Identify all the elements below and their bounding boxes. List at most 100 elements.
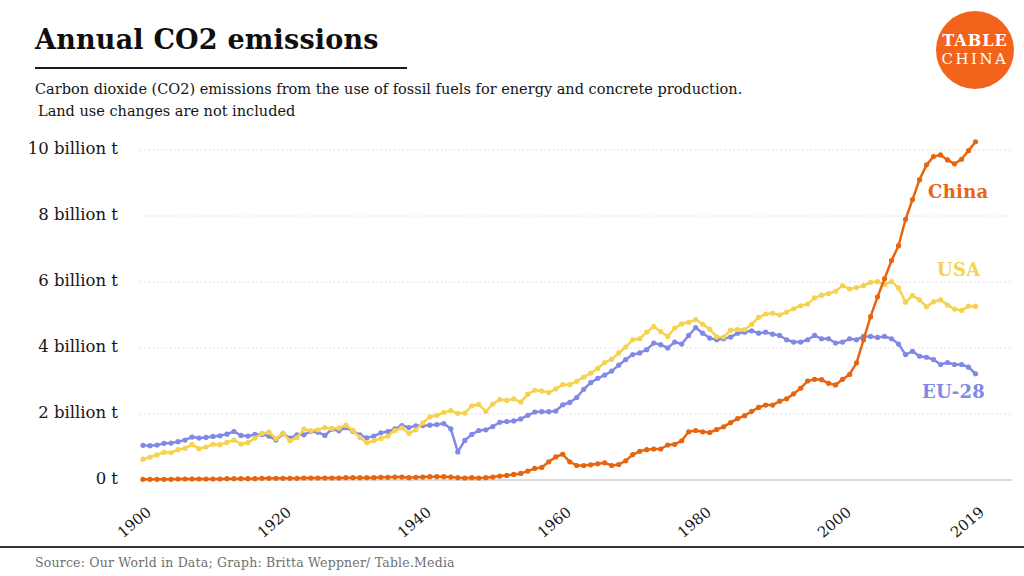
marker-USA — [294, 435, 299, 440]
marker-USA — [448, 408, 453, 413]
marker-USA — [231, 437, 236, 442]
marker-China — [217, 476, 222, 481]
marker-China — [910, 197, 915, 202]
marker-USA — [392, 428, 397, 433]
plot-canvas — [0, 0, 1024, 576]
marker-USA — [735, 327, 740, 332]
marker-EU-28 — [938, 362, 943, 367]
marker-EU-28 — [469, 432, 474, 437]
marker-USA — [602, 360, 607, 365]
marker-China — [308, 475, 313, 480]
marker-USA — [910, 293, 915, 298]
marker-USA — [343, 423, 348, 428]
marker-EU-28 — [210, 434, 215, 439]
marker-EU-28 — [700, 331, 705, 336]
marker-EU-28 — [812, 333, 817, 338]
marker-USA — [539, 388, 544, 393]
marker-China — [189, 476, 194, 481]
marker-EU-28 — [952, 362, 957, 367]
marker-USA — [210, 442, 215, 447]
marker-China — [462, 475, 467, 480]
marker-China — [280, 476, 285, 481]
source-credit: Source: Our World in Data; Graph: Britta… — [35, 555, 455, 570]
marker-China — [168, 477, 173, 482]
marker-EU-28 — [868, 334, 873, 339]
marker-China — [154, 477, 159, 482]
marker-EU-28 — [532, 409, 537, 414]
marker-USA — [924, 304, 929, 309]
marker-USA — [665, 334, 670, 339]
marker-China — [777, 399, 782, 404]
marker-China — [147, 477, 152, 482]
marker-USA — [350, 428, 355, 433]
marker-EU-28 — [679, 341, 684, 346]
marker-China — [378, 475, 383, 480]
marker-EU-28 — [364, 435, 369, 440]
marker-USA — [420, 420, 425, 425]
marker-EU-28 — [777, 333, 782, 338]
marker-China — [224, 476, 229, 481]
marker-China — [469, 475, 474, 480]
marker-USA — [973, 304, 978, 309]
marker-EU-28 — [644, 347, 649, 352]
marker-USA — [553, 386, 558, 391]
marker-China — [413, 475, 418, 480]
marker-China — [812, 377, 817, 382]
marker-EU-28 — [616, 363, 621, 368]
marker-EU-28 — [371, 434, 376, 439]
marker-EU-28 — [595, 376, 600, 381]
marker-USA — [336, 426, 341, 431]
marker-USA — [700, 322, 705, 327]
marker-EU-28 — [245, 434, 250, 439]
marker-EU-28 — [434, 422, 439, 427]
marker-USA — [385, 434, 390, 439]
marker-China — [840, 377, 845, 382]
marker-EU-28 — [693, 325, 698, 330]
marker-USA — [756, 315, 761, 320]
marker-USA — [854, 285, 859, 290]
marker-EU-28 — [728, 335, 733, 340]
marker-EU-28 — [574, 395, 579, 400]
marker-USA — [504, 398, 509, 403]
marker-EU-28 — [854, 337, 859, 342]
marker-USA — [490, 402, 495, 407]
marker-China — [441, 474, 446, 479]
marker-USA — [511, 396, 516, 401]
marker-USA — [483, 409, 488, 414]
marker-USA — [763, 311, 768, 316]
marker-EU-28 — [945, 360, 950, 365]
marker-USA — [161, 450, 166, 455]
marker-China — [798, 386, 803, 391]
marker-EU-28 — [182, 437, 187, 442]
series-label-EU-28: EU-28 — [922, 381, 985, 402]
marker-EU-28 — [539, 409, 544, 414]
marker-China — [721, 424, 726, 429]
marker-USA — [742, 327, 747, 332]
marker-China — [322, 475, 327, 480]
marker-China — [595, 461, 600, 466]
marker-China — [245, 476, 250, 481]
marker-USA — [819, 293, 824, 298]
marker-China — [448, 474, 453, 479]
marker-EU-28 — [546, 409, 551, 414]
marker-USA — [273, 436, 278, 441]
marker-USA — [455, 411, 460, 416]
marker-China — [140, 477, 145, 482]
marker-China — [525, 468, 530, 473]
marker-EU-28 — [476, 428, 481, 433]
marker-EU-28 — [448, 426, 453, 431]
marker-China — [315, 475, 320, 480]
marker-USA — [861, 283, 866, 288]
marker-USA — [966, 303, 971, 308]
marker-EU-28 — [917, 354, 922, 359]
marker-USA — [868, 280, 873, 285]
marker-EU-28 — [903, 352, 908, 357]
marker-China — [259, 476, 264, 481]
marker-USA — [903, 300, 908, 305]
marker-China — [546, 459, 551, 464]
marker-China — [329, 475, 334, 480]
marker-USA — [777, 312, 782, 317]
marker-USA — [154, 452, 159, 457]
marker-EU-28 — [959, 362, 964, 367]
marker-China — [756, 405, 761, 410]
